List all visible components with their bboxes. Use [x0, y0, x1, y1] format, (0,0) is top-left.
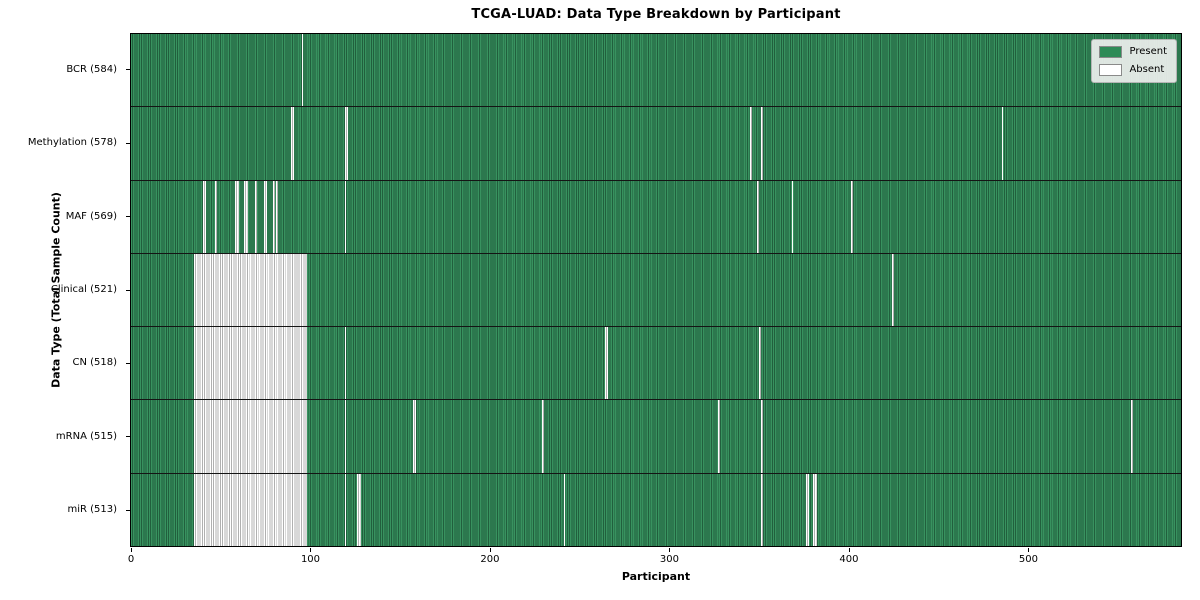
y-tick-mark: [126, 216, 130, 218]
absent-stripe: [272, 180, 275, 253]
legend-swatch-absent: [1099, 64, 1123, 76]
absent-stripe: [193, 473, 307, 546]
absent-stripe: [357, 473, 361, 546]
x-tick-label-400: 400: [839, 554, 859, 565]
plot-area: [130, 33, 1182, 547]
heatmap-row-MAF: [131, 180, 1181, 254]
absent-stripe: [344, 473, 347, 546]
absent-stripe: [276, 180, 279, 253]
x-tick-mark: [310, 548, 312, 552]
absent-stripe: [290, 107, 295, 180]
absent-stripe: [1001, 107, 1004, 180]
y-tick-mark: [126, 509, 130, 511]
y-tick-mark: [126, 289, 130, 291]
legend-label: Present: [1129, 46, 1167, 57]
x-tick-label-100: 100: [300, 554, 321, 565]
absent-stripe: [344, 327, 347, 400]
x-tick-mark: [131, 548, 132, 552]
heatmap-row-BCR: [131, 34, 1181, 108]
y-tick-mark: [126, 142, 130, 144]
legend-label: Absent: [1129, 64, 1165, 75]
absent-stripe: [344, 107, 349, 180]
absent-stripe: [202, 180, 207, 253]
legend: Present Absent: [1091, 39, 1177, 83]
y-tick-mark: [126, 436, 130, 438]
y-tick-label-Clinical: Clinical (521): [50, 284, 117, 295]
absent-stripe: [235, 180, 239, 253]
heatmap-row-miR: [131, 473, 1181, 546]
chart-title: TCGA-LUAD: Data Type Breakdown by Partic…: [471, 7, 841, 22]
x-tick-label-0: 0: [127, 554, 135, 565]
heatmap-row-CN: [131, 327, 1181, 401]
absent-stripe: [717, 400, 720, 473]
absent-stripe: [757, 180, 760, 253]
absent-stripe: [805, 473, 810, 546]
absent-stripe: [254, 180, 257, 253]
y-tick-mark: [126, 362, 130, 364]
y-tick-label-BCR: BCR (584): [66, 63, 117, 75]
absent-stripe: [215, 180, 218, 253]
absent-stripe: [813, 473, 817, 546]
absent-stripe: [761, 473, 763, 546]
absent-stripe: [344, 180, 347, 253]
x-tick-label-200: 200: [480, 554, 500, 565]
absent-stripe: [263, 180, 268, 253]
absent-stripe: [850, 180, 853, 253]
heatmap-row-Clinical: [131, 253, 1181, 328]
absent-stripe: [301, 34, 304, 107]
absent-stripe: [761, 400, 763, 473]
y-tick-label-CN: CN (518): [72, 357, 117, 369]
absent-stripe: [193, 327, 307, 400]
x-tick-mark: [669, 548, 671, 552]
x-tick-mark: [848, 548, 850, 552]
absent-stripe: [604, 327, 609, 400]
absent-stripe: [193, 253, 307, 327]
absent-stripe: [563, 473, 566, 546]
x-tick-label-500: 500: [1018, 554, 1038, 565]
absent-stripe: [344, 400, 347, 473]
absent-stripe: [750, 107, 752, 180]
absent-stripe: [791, 180, 794, 253]
absent-stripe: [892, 253, 894, 327]
absent-stripe: [1130, 400, 1133, 473]
absent-stripe: [759, 327, 761, 400]
x-tick-label-300: 300: [659, 554, 679, 565]
legend-swatch-present: [1099, 46, 1123, 58]
y-tick-label-mRNA: mRNA (515): [55, 430, 117, 442]
y-tick-mark: [126, 69, 130, 71]
x-tick-mark: [1028, 548, 1030, 552]
legend-item-present: Present: [1099, 46, 1167, 58]
heatmap-row-mRNA: [131, 400, 1181, 474]
x-axis-title: Participant: [621, 570, 691, 583]
heatmap-row-Methylation: [131, 107, 1181, 181]
y-tick-label-miR: miR (513): [67, 504, 117, 516]
absent-stripe: [761, 107, 763, 180]
absent-stripe: [193, 400, 307, 473]
absent-stripe: [542, 400, 544, 473]
absent-stripe: [412, 400, 417, 473]
y-tick-label-MAF: MAF (569): [65, 210, 117, 222]
y-tick-label-Methylation: Methylation (578): [27, 137, 117, 149]
x-tick-mark: [489, 548, 491, 552]
legend-item-absent: Absent: [1099, 64, 1167, 76]
absent-stripe: [244, 180, 248, 253]
